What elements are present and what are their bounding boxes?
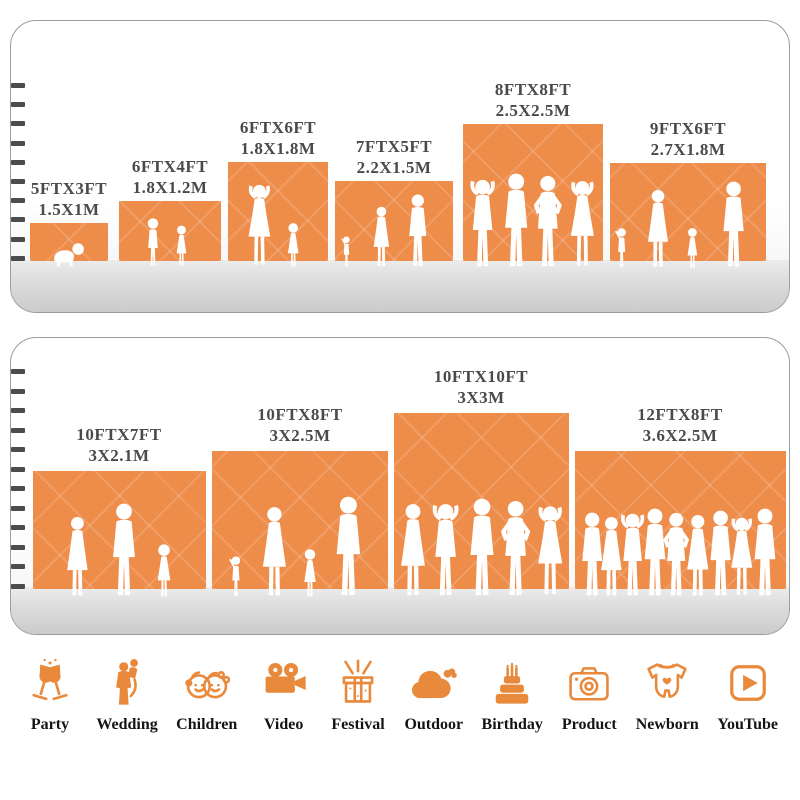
ruler-tick: 10 <box>11 406 29 414</box>
backdrop-6x4 <box>119 201 221 266</box>
ruler-tick: 9 <box>11 426 29 434</box>
backdrop-12x8 <box>575 451 786 596</box>
category-label: Children <box>176 716 238 733</box>
backdrop-label-9x6: 9FTX6FT 2.7X1.8M <box>649 119 727 159</box>
party-icon <box>32 658 68 701</box>
ruler-tick: 12 <box>11 367 29 375</box>
product-icon <box>569 667 609 701</box>
birthday-icon <box>495 662 529 704</box>
people-silhouette <box>582 508 776 596</box>
ruler-tick: 11 <box>11 387 29 395</box>
backdrop-10x10 <box>394 413 569 596</box>
ruler-tick: 1 <box>11 582 29 590</box>
people-silhouette <box>401 498 563 596</box>
category-label: Outdoor <box>404 716 464 733</box>
ruler-tick: 8 <box>11 119 29 127</box>
festival-icon <box>342 659 374 703</box>
youtube-icon <box>729 665 766 701</box>
category-row: Party Wedding Children <box>0 657 800 734</box>
floor-strip <box>11 260 789 312</box>
category-label: Party <box>30 716 70 733</box>
children-icon <box>184 670 230 699</box>
ruler-tick: 2 <box>11 235 29 243</box>
category-youtube: YouTube <box>717 657 778 734</box>
video-icon <box>265 662 306 693</box>
category-outdoor: Outdoor <box>404 657 463 734</box>
people-silhouette <box>147 218 187 266</box>
ruler-tick: 9 <box>11 100 29 108</box>
people-silhouette <box>53 243 84 267</box>
ruler-tick: 1 <box>11 254 29 262</box>
category-children: Children <box>176 657 237 734</box>
people-silhouette <box>341 194 427 267</box>
backdrop-label-6x4: 6FTX4FT 1.8X1.2M <box>131 157 209 197</box>
category-product: Product <box>561 657 617 734</box>
ruler-tick: 10 <box>11 81 29 89</box>
category-party: Party <box>22 657 78 734</box>
people-silhouette <box>615 181 744 268</box>
medium-backdrops-panel: 12 11 10 9 8 7 6 5 4 3 2 1 10FTX7FT3X2.1… <box>10 337 790 635</box>
category-video: Video <box>256 657 312 734</box>
wedding-icon <box>116 659 139 705</box>
category-festival: Festival <box>330 657 386 734</box>
backdrop-10x7 <box>33 471 206 597</box>
category-label: YouTube <box>717 716 778 733</box>
ruler-tick: 2 <box>11 562 29 570</box>
ruler-tick: 7 <box>11 139 29 147</box>
backdrop-label-10x8: 10FTX8FT 3X2.5M <box>257 405 343 445</box>
ruler-tick: 5 <box>11 504 29 512</box>
people-silhouette <box>470 173 594 267</box>
ruler-tick: 8 <box>11 445 29 453</box>
backdrop-label-8x8: 8FTX8FT 2.5X2.5M <box>494 80 572 120</box>
ruler-tick: 4 <box>11 196 29 204</box>
category-label: Birthday <box>481 716 543 733</box>
backdrop-7x5 <box>335 181 453 267</box>
backdrop-label-6x6: 6FTX6FT 1.8X1.8M <box>239 118 317 158</box>
backdrop-label-10x7: 10FTX7FT 3X2.1M <box>76 425 162 465</box>
ruler-tick: 3 <box>11 215 29 223</box>
ruler-tick: 7 <box>11 465 29 473</box>
backdrop-8x8 <box>463 124 603 267</box>
category-wedding: Wedding <box>96 657 158 734</box>
ruler-tick: 6 <box>11 484 29 492</box>
category-birthday: Birthday <box>482 657 543 734</box>
backdrop-label-7x5: 7FTX5FT 2.2X1.5M <box>355 137 433 177</box>
people-silhouette <box>67 503 171 597</box>
category-newborn: Newborn <box>636 657 699 734</box>
backdrop-label-12x8: 12FTX8FT 3.6X2.5M <box>637 405 723 445</box>
ruler-tick: 4 <box>11 523 29 531</box>
people-silhouette <box>229 496 361 597</box>
newborn-icon <box>647 663 687 698</box>
category-label: Wedding <box>96 716 158 733</box>
outdoor-icon <box>411 668 457 699</box>
backdrop-label-5x3: 5FTX3FT 1.5X1M <box>30 179 108 219</box>
category-label: Product <box>561 716 617 733</box>
backdrop-6x6 <box>228 162 328 267</box>
category-label: Festival <box>331 716 385 733</box>
backdrop-10x8 <box>212 451 388 597</box>
backdrop-label-10x10: 10FTX10FT 3X3M <box>433 367 529 407</box>
backdrop-5x3 <box>30 223 108 267</box>
people-silhouette <box>248 184 299 267</box>
ruler-tick: 5 <box>11 177 29 185</box>
category-label: Newborn <box>635 716 699 733</box>
category-label: Video <box>263 716 304 733</box>
ruler-tick: 6 <box>11 158 29 166</box>
ruler-tick: 3 <box>11 543 29 551</box>
backdrop-9x6 <box>610 163 766 268</box>
